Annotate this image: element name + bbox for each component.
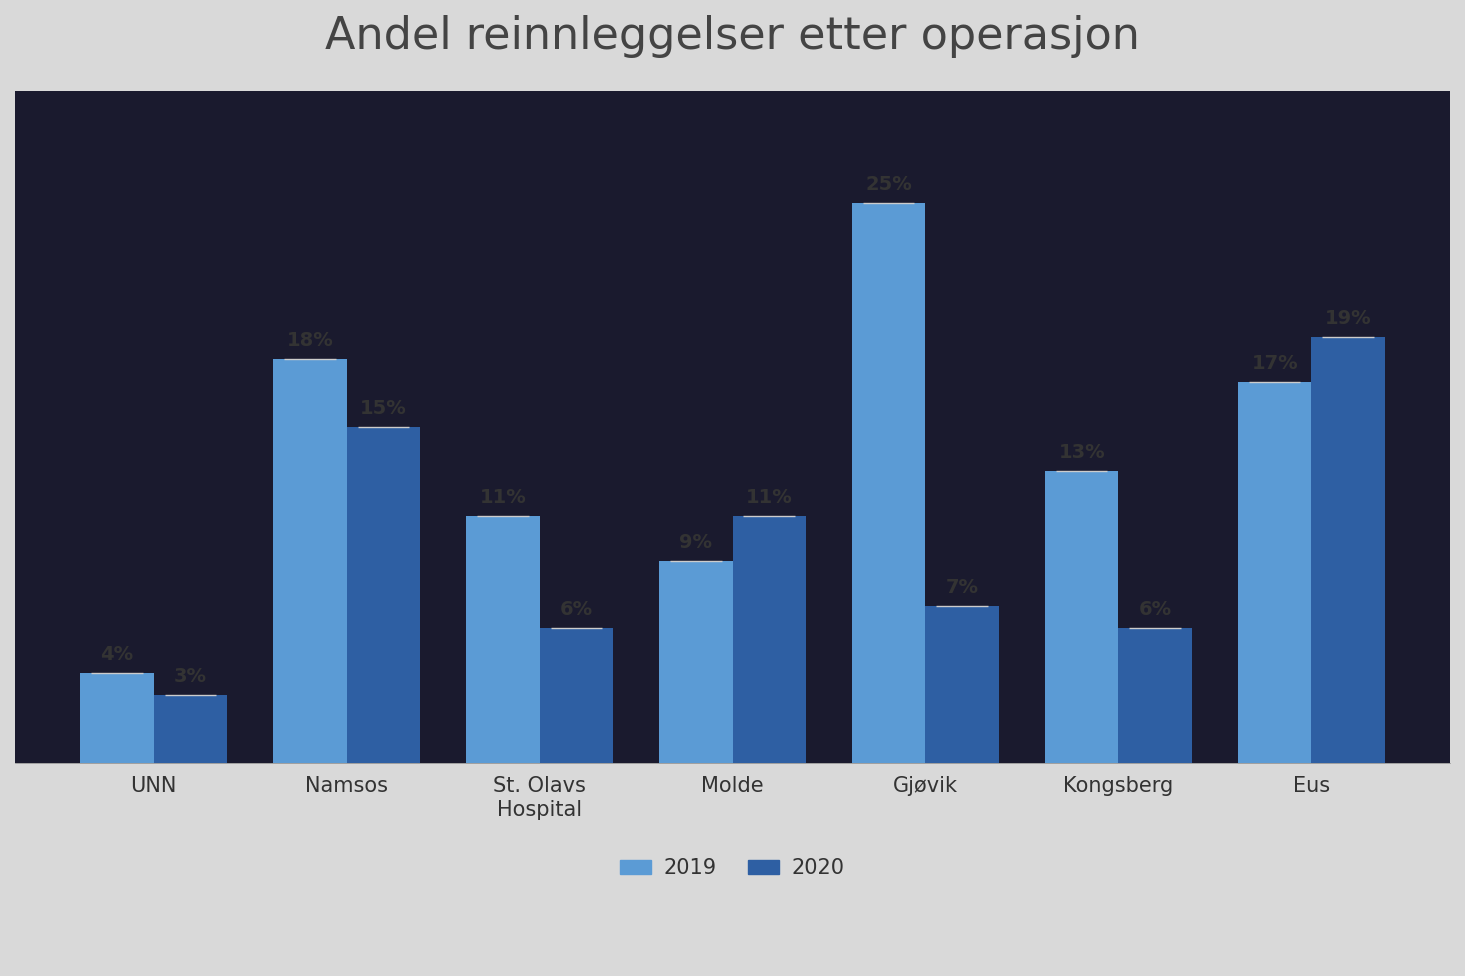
Text: 4%: 4% bbox=[100, 645, 133, 664]
Text: 13%: 13% bbox=[1059, 443, 1105, 463]
Text: 11%: 11% bbox=[479, 488, 526, 508]
Bar bbox=[272, 359, 347, 762]
Bar bbox=[1311, 337, 1384, 762]
Bar bbox=[1238, 382, 1311, 762]
Text: 3%: 3% bbox=[174, 668, 207, 686]
Text: 7%: 7% bbox=[945, 578, 979, 596]
Text: 18%: 18% bbox=[287, 332, 333, 350]
Text: 11%: 11% bbox=[746, 488, 793, 508]
Bar bbox=[659, 561, 732, 762]
Bar bbox=[154, 695, 227, 762]
Text: 17%: 17% bbox=[1251, 354, 1298, 373]
Title: Andel reinnleggelser etter operasjon: Andel reinnleggelser etter operasjon bbox=[325, 15, 1140, 58]
Bar bbox=[347, 427, 420, 762]
Bar bbox=[926, 606, 999, 762]
Text: 15%: 15% bbox=[360, 398, 407, 418]
Text: 19%: 19% bbox=[1324, 309, 1371, 328]
Legend: 2019, 2020: 2019, 2020 bbox=[612, 850, 853, 886]
Text: 6%: 6% bbox=[560, 600, 593, 619]
Bar bbox=[1045, 471, 1118, 762]
Bar bbox=[732, 516, 806, 762]
Text: 25%: 25% bbox=[866, 175, 913, 193]
Bar bbox=[1118, 629, 1193, 762]
Bar bbox=[466, 516, 539, 762]
Text: 9%: 9% bbox=[680, 533, 712, 552]
Bar bbox=[853, 203, 926, 762]
Bar bbox=[81, 673, 154, 762]
Text: 6%: 6% bbox=[1138, 600, 1172, 619]
Bar bbox=[539, 629, 612, 762]
